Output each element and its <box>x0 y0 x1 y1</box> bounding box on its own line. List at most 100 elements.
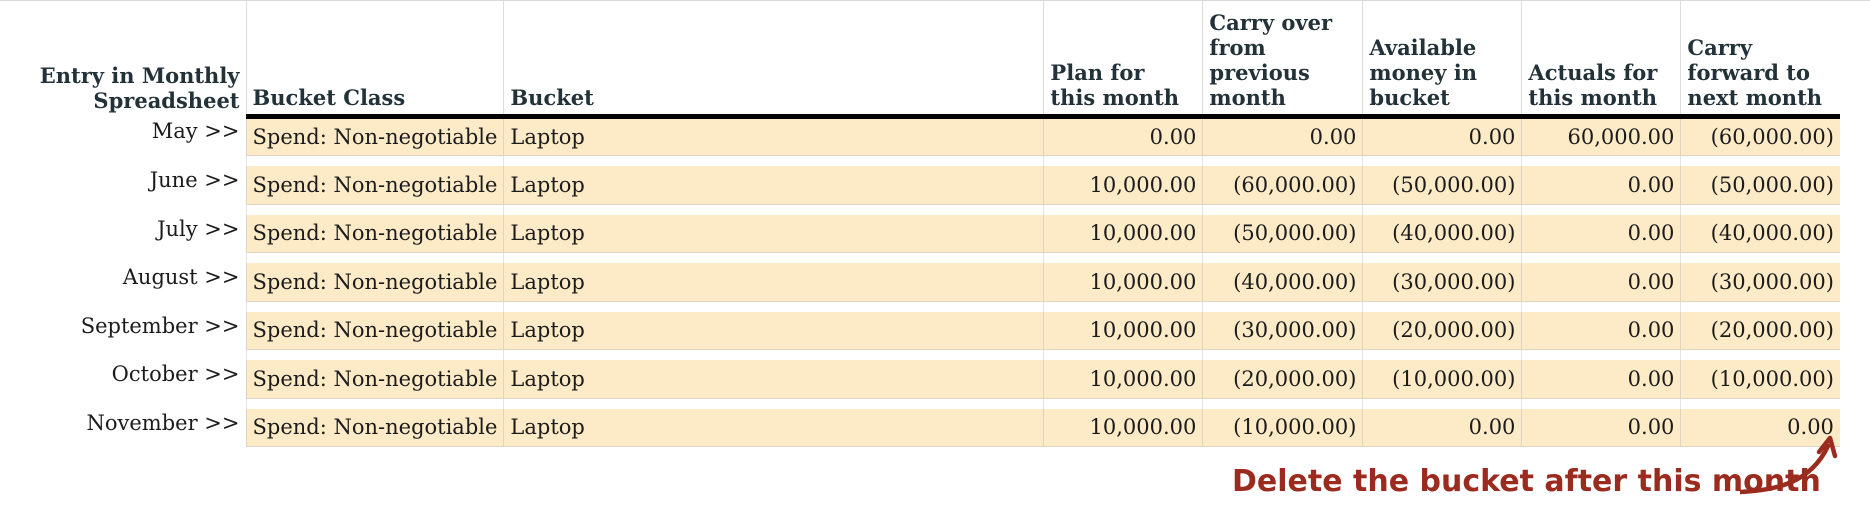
cell-entry: August >> <box>0 263 246 301</box>
spacer-cell <box>1043 155 1203 166</box>
cell-bucket: Laptop <box>503 408 1044 447</box>
spacer-cell <box>1362 252 1522 263</box>
row-pad <box>1839 408 1868 447</box>
cell-actuals: 0.00 <box>1521 263 1681 302</box>
cell-bucket-class: Spend: Non-negotiable <box>245 360 504 399</box>
cell-actuals: 0.00 <box>1521 408 1681 447</box>
cell-available: (20,000.00) <box>1362 311 1522 350</box>
header-carry-forward: Carry forward to next month <box>1680 0 1840 119</box>
spacer-cell <box>1202 155 1363 166</box>
table-row: May >> Spend: Non-negotiable Laptop 0.00 0.0… <box>0 116 1868 156</box>
header-carry-over: Carry over from previous month <box>1202 0 1363 119</box>
cell-entry: June >> <box>0 166 246 204</box>
spacer-cell <box>245 252 504 263</box>
cell-available: (50,000.00) <box>1362 166 1522 205</box>
spacer-cell <box>503 398 1044 409</box>
spacer-cell <box>245 155 504 166</box>
cell-plan: 10,000.00 <box>1043 360 1203 399</box>
cell-carry-over: (30,000.00) <box>1202 311 1363 350</box>
spacer-cell <box>1839 252 1868 263</box>
cell-bucket: Laptop <box>503 214 1044 253</box>
spacer-cell <box>0 301 246 312</box>
row-pad <box>1839 214 1868 253</box>
cell-bucket-class: Spend: Non-negotiable <box>245 116 504 156</box>
cell-entry: November >> <box>0 408 246 447</box>
cell-carry-over: (50,000.00) <box>1202 214 1363 253</box>
cell-carry-forward: (40,000.00) <box>1680 214 1840 253</box>
spacer-cell <box>1680 204 1840 215</box>
row-pad <box>1839 263 1868 301</box>
row-spacer <box>0 398 1868 409</box>
cell-available: 0.00 <box>1362 408 1522 447</box>
spacer-cell <box>1362 398 1522 409</box>
spacer-cell <box>1362 155 1522 166</box>
spacer-cell <box>1362 301 1522 312</box>
header-plan: Plan for this month <box>1043 0 1203 119</box>
cell-plan: 10,000.00 <box>1043 263 1203 302</box>
spacer-cell <box>1043 349 1203 360</box>
cell-carry-forward: 0.00 <box>1680 408 1840 447</box>
cell-available: (40,000.00) <box>1362 214 1522 253</box>
cell-available: 0.00 <box>1362 116 1522 156</box>
cell-plan: 10,000.00 <box>1043 214 1203 253</box>
cell-actuals: 0.00 <box>1521 166 1681 205</box>
header-bucket-class: Bucket Class <box>245 0 504 119</box>
cell-carry-forward: (10,000.00) <box>1680 360 1840 399</box>
spacer-cell <box>1521 155 1681 166</box>
table-row: October >> Spend: Non-negotiable Laptop 10,… <box>0 360 1868 399</box>
row-pad <box>1839 116 1868 156</box>
spacer-cell <box>1680 398 1840 409</box>
spacer-cell <box>1043 301 1203 312</box>
cell-bucket: Laptop <box>503 360 1044 399</box>
spacer-cell <box>503 349 1044 360</box>
spacer-cell <box>1521 398 1681 409</box>
spacer-cell <box>1839 301 1868 312</box>
cell-available: (30,000.00) <box>1362 263 1522 302</box>
cell-bucket: Laptop <box>503 116 1044 156</box>
spacer-cell <box>503 204 1044 215</box>
table-row: September >> Spend: Non-negotiable Laptop 1… <box>0 311 1868 350</box>
spacer-cell <box>1362 204 1522 215</box>
cell-carry-forward: (60,000.00) <box>1680 116 1840 156</box>
spacer-cell <box>1680 252 1840 263</box>
cell-bucket-class: Spend: Non-negotiable <box>245 311 504 350</box>
cell-carry-over: (20,000.00) <box>1202 360 1363 399</box>
cell-bucket: Laptop <box>503 166 1044 205</box>
cell-bucket: Laptop <box>503 311 1044 350</box>
spacer-cell <box>1521 204 1681 215</box>
spacer-cell <box>1202 398 1363 409</box>
cell-plan: 10,000.00 <box>1043 408 1203 447</box>
annotation-text: Delete the bucket after this month <box>1232 464 1821 499</box>
cell-plan: 0.00 <box>1043 116 1203 156</box>
cell-plan: 10,000.00 <box>1043 311 1203 350</box>
spacer-cell <box>0 252 246 263</box>
header-entry: Entry in Monthly Spreadsheet <box>39 62 240 113</box>
spacer-cell <box>245 204 504 215</box>
cell-actuals: 0.00 <box>1521 311 1681 350</box>
cell-entry: October >> <box>0 360 246 398</box>
spacer-cell <box>0 349 246 360</box>
cell-carry-over: (40,000.00) <box>1202 263 1363 302</box>
cell-actuals: 0.00 <box>1521 214 1681 253</box>
spacer-cell <box>1521 301 1681 312</box>
cell-entry: July >> <box>0 214 246 253</box>
table-body: May >> Spend: Non-negotiable Laptop 0.00 0.0… <box>0 116 1868 447</box>
curved-arrow-icon <box>1740 435 1838 495</box>
cell-carry-over: (60,000.00) <box>1202 166 1363 205</box>
row-spacer <box>0 349 1868 360</box>
table-row: July >> Spend: Non-negotiable Laptop 10,000… <box>0 214 1868 253</box>
cell-actuals: 0.00 <box>1521 360 1681 399</box>
spacer-cell <box>1839 349 1868 360</box>
header-bucket: Bucket <box>503 0 1044 119</box>
spacer-cell <box>1839 204 1868 215</box>
row-pad <box>1839 166 1868 204</box>
spacer-cell <box>1202 204 1363 215</box>
cell-bucket: Laptop <box>503 263 1044 302</box>
spacer-cell <box>1680 155 1840 166</box>
row-spacer <box>0 252 1868 263</box>
spacer-cell <box>503 301 1044 312</box>
spacer-cell <box>245 349 504 360</box>
spacer-cell <box>1202 349 1363 360</box>
spacer-cell <box>245 301 504 312</box>
